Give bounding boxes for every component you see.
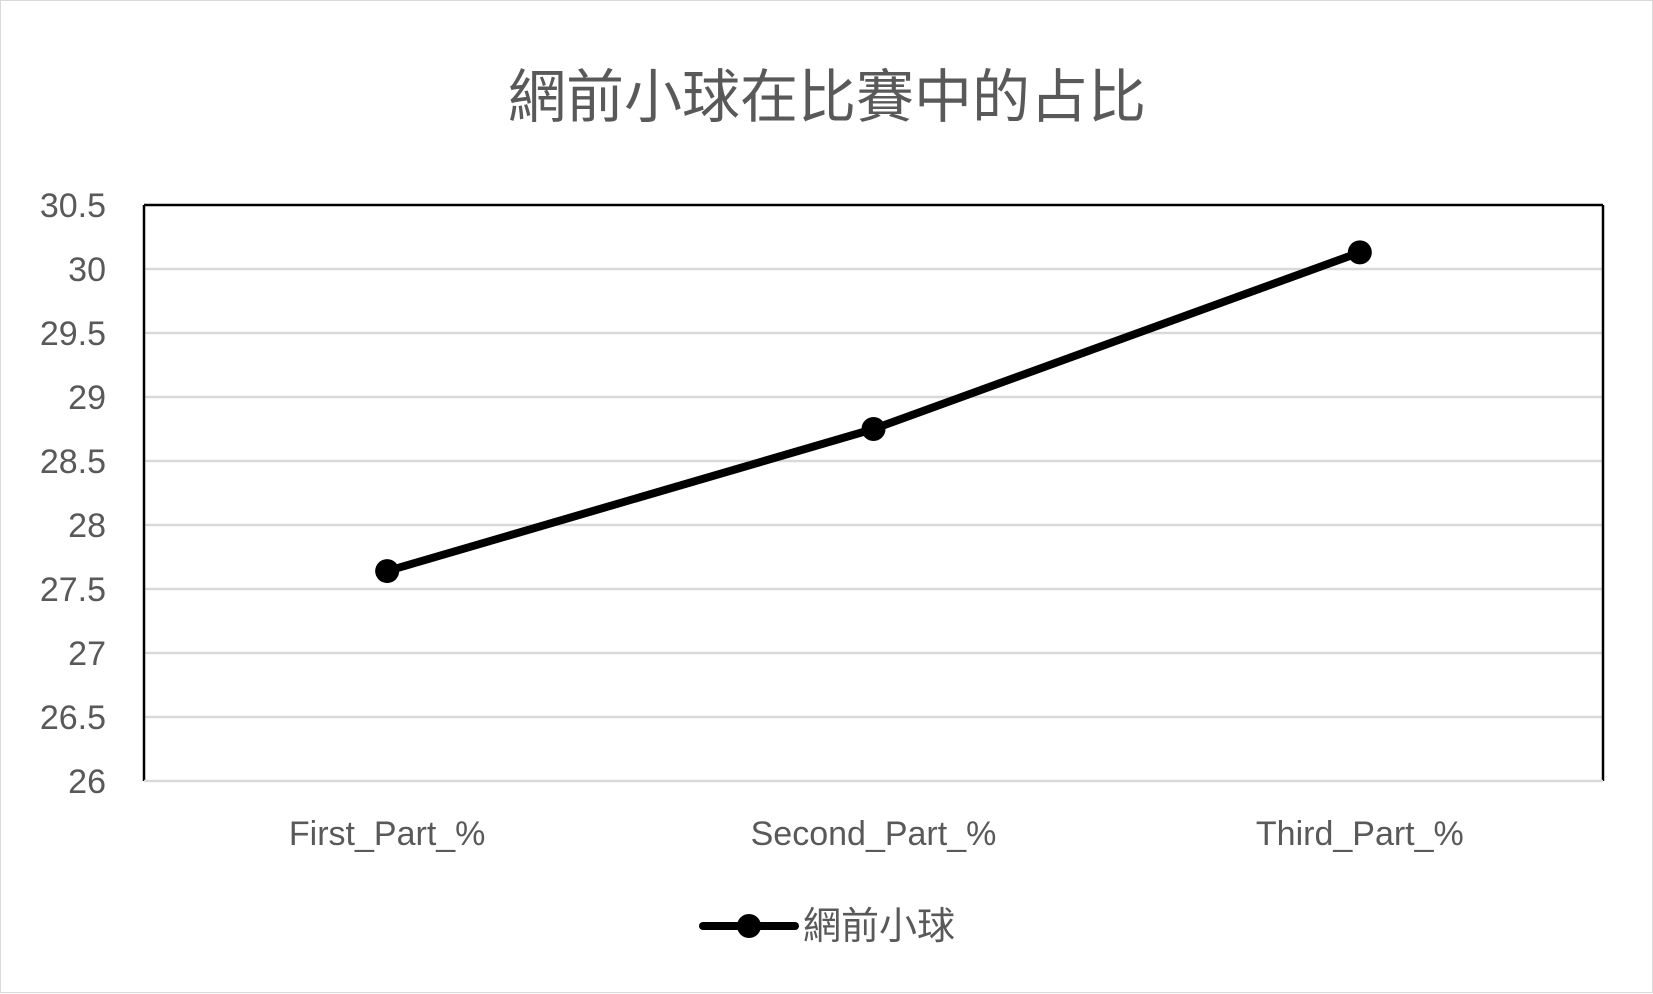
x-tick-label: Third_Part_%	[1256, 815, 1464, 853]
y-axis-ticks: 26 26.5 27 27.5 28 28.5 29 29.5 30 30.5	[40, 187, 106, 801]
data-point	[861, 417, 886, 441]
series-line	[383, 248, 1364, 576]
y-tick-label: 28.5	[40, 443, 106, 481]
y-tick-label: 30.5	[40, 187, 106, 225]
y-tick-label: 26.5	[40, 699, 106, 737]
y-tick-label: 26	[68, 763, 106, 801]
legend-marker	[737, 914, 761, 938]
y-tick-label: 27.5	[40, 571, 106, 609]
x-tick-label: First_Part_%	[289, 815, 486, 853]
y-tick-label: 29.5	[40, 315, 106, 353]
y-tick-label: 27	[68, 635, 106, 673]
y-tick-label: 30	[68, 251, 106, 289]
series-group	[375, 240, 1372, 584]
legend: 網前小球	[699, 904, 955, 948]
x-tick-label: Second_Part_%	[751, 815, 997, 853]
x-axis-ticks: First_Part_% Second_Part_% Third_Part_%	[289, 815, 1464, 853]
gridlines	[144, 267, 1603, 719]
chart-title: 網前小球在比賽中的占比	[508, 63, 1146, 131]
plot-frame	[142, 203, 1605, 783]
data-point	[1347, 240, 1372, 265]
legend-label: 網前小球	[803, 904, 955, 948]
y-tick-label: 28	[68, 507, 106, 545]
data-point	[375, 559, 400, 584]
y-tick-label: 29	[68, 379, 106, 417]
